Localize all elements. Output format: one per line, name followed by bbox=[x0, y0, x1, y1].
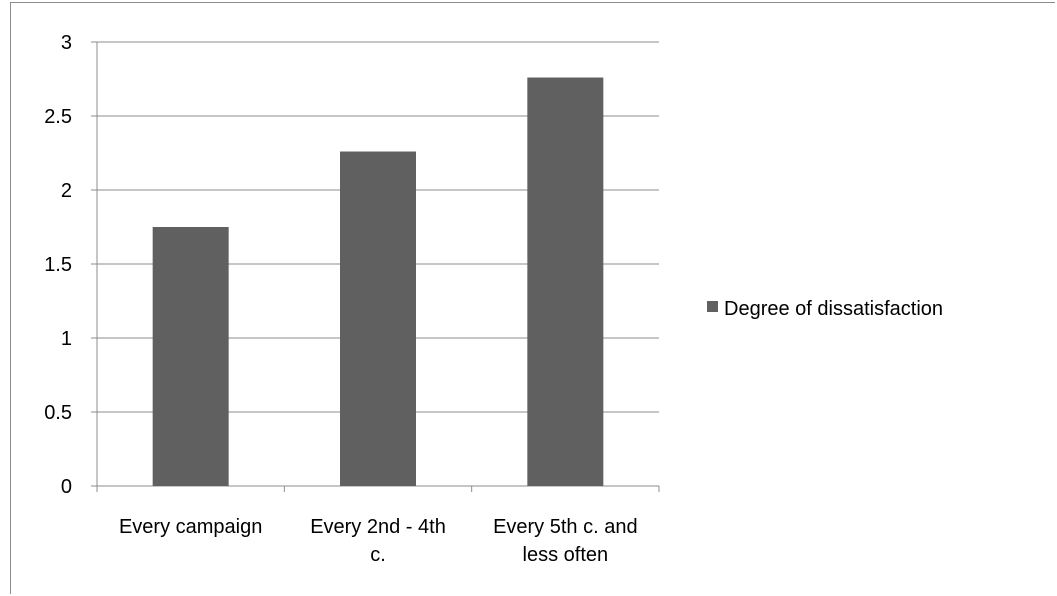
y-tick-labels: 0 0.5 1 1.5 2 2.5 3 bbox=[44, 32, 72, 498]
legend-label: Degree of dissatisfaction bbox=[724, 298, 943, 320]
x-tick-label: Every campaign bbox=[119, 516, 262, 538]
y-tick-label: 3 bbox=[61, 32, 72, 54]
x-tick-label: c. bbox=[370, 544, 386, 566]
legend: Degree of dissatisfaction bbox=[707, 298, 943, 320]
bars bbox=[152, 77, 604, 487]
bar bbox=[152, 227, 229, 486]
y-tick-label: 1.5 bbox=[44, 254, 72, 276]
y-tick-label: 0.5 bbox=[44, 402, 72, 424]
y-tick-label: 2 bbox=[61, 180, 72, 202]
bar bbox=[527, 77, 604, 487]
y-tick-label: 2.5 bbox=[44, 106, 72, 128]
chart-frame bbox=[10, 2, 1055, 594]
x-tick-labels: Every campaign Every 2nd - 4th c. Every 5th… bbox=[119, 516, 638, 566]
x-tick-label: less often bbox=[523, 544, 609, 566]
x-tick-label: Every 5th c. and bbox=[493, 516, 638, 538]
bar bbox=[340, 151, 416, 486]
x-tick-label: Every 2nd - 4th bbox=[310, 516, 446, 538]
y-tick-label: 1 bbox=[61, 328, 72, 350]
legend-swatch bbox=[707, 301, 718, 312]
y-tick-label: 0 bbox=[61, 476, 72, 498]
